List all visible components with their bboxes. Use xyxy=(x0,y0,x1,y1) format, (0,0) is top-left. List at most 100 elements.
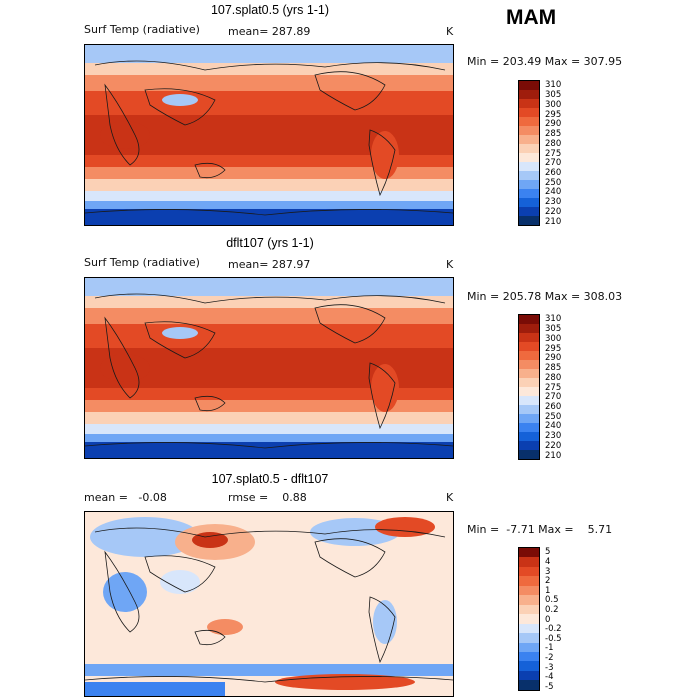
colorbar-3-swatch xyxy=(519,651,539,662)
colorbar-3-swatch xyxy=(519,670,539,681)
colorbar-2-tick-label: 310 xyxy=(545,314,562,325)
colorbar-2-tick-label: 220 xyxy=(545,440,562,451)
colorbar-2-tick-label: 285 xyxy=(545,363,562,374)
colorbar-1-swatch xyxy=(519,216,539,225)
colorbar-3-tick-label: -4 xyxy=(545,672,554,683)
panel-2-colorbar xyxy=(518,314,540,460)
colorbar-1-tick-label: 290 xyxy=(545,119,562,130)
panel-2-mean: mean= 287.97 xyxy=(228,258,311,271)
colorbar-2-swatch xyxy=(519,351,539,360)
colorbar-2-swatch xyxy=(519,378,539,387)
colorbar-1-tick-label: 280 xyxy=(545,138,562,149)
colorbar-1-tick-label: 300 xyxy=(545,99,562,110)
colorbar-3-swatch xyxy=(519,585,539,596)
colorbar-1-tick-label: 275 xyxy=(545,148,562,159)
colorbar-3-tick-label: -1 xyxy=(545,643,554,654)
colorbar-2-tick-label: 290 xyxy=(545,353,562,364)
panel-1-map xyxy=(84,44,454,226)
colorbar-1-swatch xyxy=(519,171,539,180)
colorbar-3-swatch xyxy=(519,566,539,577)
colorbar-1-swatch xyxy=(519,90,539,99)
colorbar-3-swatch xyxy=(519,595,539,605)
colorbar-2-swatch xyxy=(519,342,539,351)
colorbar-1-tick-label: 220 xyxy=(545,206,562,217)
colorbar-1-tick-label: 310 xyxy=(545,80,562,91)
colorbar-1-swatch xyxy=(519,117,539,126)
colorbar-3-swatch xyxy=(519,576,539,586)
panel-1-mean: mean= 287.89 xyxy=(228,25,311,38)
colorbar-1-tick-label: 305 xyxy=(545,90,562,101)
colorbar-3-tick-label: 3 xyxy=(545,566,551,577)
colorbar-1-swatch xyxy=(519,153,539,162)
panel-1-minmax: Min = 203.49 Max = 307.95 xyxy=(467,55,623,68)
colorbar-1-tick-label: 270 xyxy=(545,158,562,169)
panel-3-map xyxy=(84,511,454,697)
colorbar-3-tick-label: 0.5 xyxy=(545,595,559,606)
colorbar-1-swatch xyxy=(519,189,539,198)
colorbar-3-swatch xyxy=(519,642,539,652)
colorbar-1-swatch xyxy=(519,162,539,171)
colorbar-3-swatch xyxy=(519,604,539,615)
colorbar-3-tick-label: -0.5 xyxy=(545,633,562,644)
colorbar-1-swatch xyxy=(519,207,539,216)
colorbar-2-tick-label: 250 xyxy=(545,411,562,422)
colorbar-2-swatch xyxy=(519,333,539,342)
panel-2-units: K xyxy=(446,258,454,271)
colorbar-2-swatch xyxy=(519,432,539,441)
colorbar-3-swatch xyxy=(519,633,539,643)
colorbar-3-tick-label: -5 xyxy=(545,681,554,692)
colorbar-1-swatch xyxy=(519,108,539,117)
colorbar-2-tick-label: 280 xyxy=(545,372,562,383)
colorbar-1-tick-label: 240 xyxy=(545,187,562,198)
colorbar-3-tick-label: 1 xyxy=(545,585,551,596)
colorbar-2-swatch xyxy=(519,441,539,450)
colorbar-2-swatch xyxy=(519,315,539,324)
panel-2-minmax: Min = 205.78 Max = 308.03 xyxy=(467,290,623,303)
panel-1-variable-label: Surf Temp (radiative) xyxy=(84,23,200,36)
colorbar-2-swatch xyxy=(519,324,539,333)
colorbar-3-swatch xyxy=(519,557,539,567)
colorbar-1-swatch xyxy=(519,135,539,144)
colorbar-1-tick-label: 230 xyxy=(545,197,562,208)
colorbar-2-tick-label: 270 xyxy=(545,392,562,403)
colorbar-1-swatch xyxy=(519,81,539,90)
panel-3-title: 107.splat0.5 - dflt107 xyxy=(211,472,329,486)
panel-3-map-plot xyxy=(85,512,453,696)
panel-3-rmse: rmse = 0.88 xyxy=(228,491,307,504)
colorbar-1-tick-label: 250 xyxy=(545,177,562,188)
colorbar-3-tick-label: -2 xyxy=(545,652,554,663)
colorbar-3-tick-label: -0.2 xyxy=(545,624,562,635)
colorbar-2-tick-label: 305 xyxy=(545,324,562,335)
colorbar-2-tick-label: 300 xyxy=(545,333,562,344)
colorbar-3-tick-label: 0.2 xyxy=(545,604,559,615)
colorbar-3-tick-label: 2 xyxy=(545,576,551,587)
panel-1-colorbar xyxy=(518,80,540,226)
colorbar-2-tick-label: 230 xyxy=(545,431,562,442)
colorbar-2-tick-label: 240 xyxy=(545,421,562,432)
colorbar-2-swatch xyxy=(519,396,539,405)
colorbar-2-swatch xyxy=(519,405,539,414)
panel-2-title: dflt107 (yrs 1-1) xyxy=(226,236,314,250)
colorbar-2-tick-label: 295 xyxy=(545,343,562,354)
colorbar-2-tick-label: 260 xyxy=(545,401,562,412)
colorbar-3-swatch xyxy=(519,680,539,690)
colorbar-1-swatch xyxy=(519,99,539,108)
colorbar-1-swatch xyxy=(519,198,539,207)
colorbar-2-swatch xyxy=(519,423,539,432)
colorbar-1-swatch xyxy=(519,126,539,135)
colorbar-3-tick-label: -3 xyxy=(545,662,554,673)
colorbar-3-swatch xyxy=(519,623,539,634)
colorbar-3-tick-label: 5 xyxy=(545,547,551,558)
colorbar-2-swatch xyxy=(519,360,539,369)
panel-1-units: K xyxy=(446,25,454,38)
colorbar-2-swatch xyxy=(519,369,539,378)
colorbar-2-swatch xyxy=(519,414,539,423)
colorbar-1-tick-label: 295 xyxy=(545,109,562,120)
colorbar-3-tick-label: 4 xyxy=(545,556,551,567)
colorbar-2-swatch xyxy=(519,450,539,459)
colorbar-3-swatch xyxy=(519,614,539,624)
colorbar-1-tick-label: 260 xyxy=(545,167,562,178)
panel-1-map-plot xyxy=(85,45,453,225)
panel-1-title: 107.splat0.5 (yrs 1-1) xyxy=(210,3,330,17)
panel-3-minmax: Min = -7.71 Max = 5.71 xyxy=(467,523,613,536)
